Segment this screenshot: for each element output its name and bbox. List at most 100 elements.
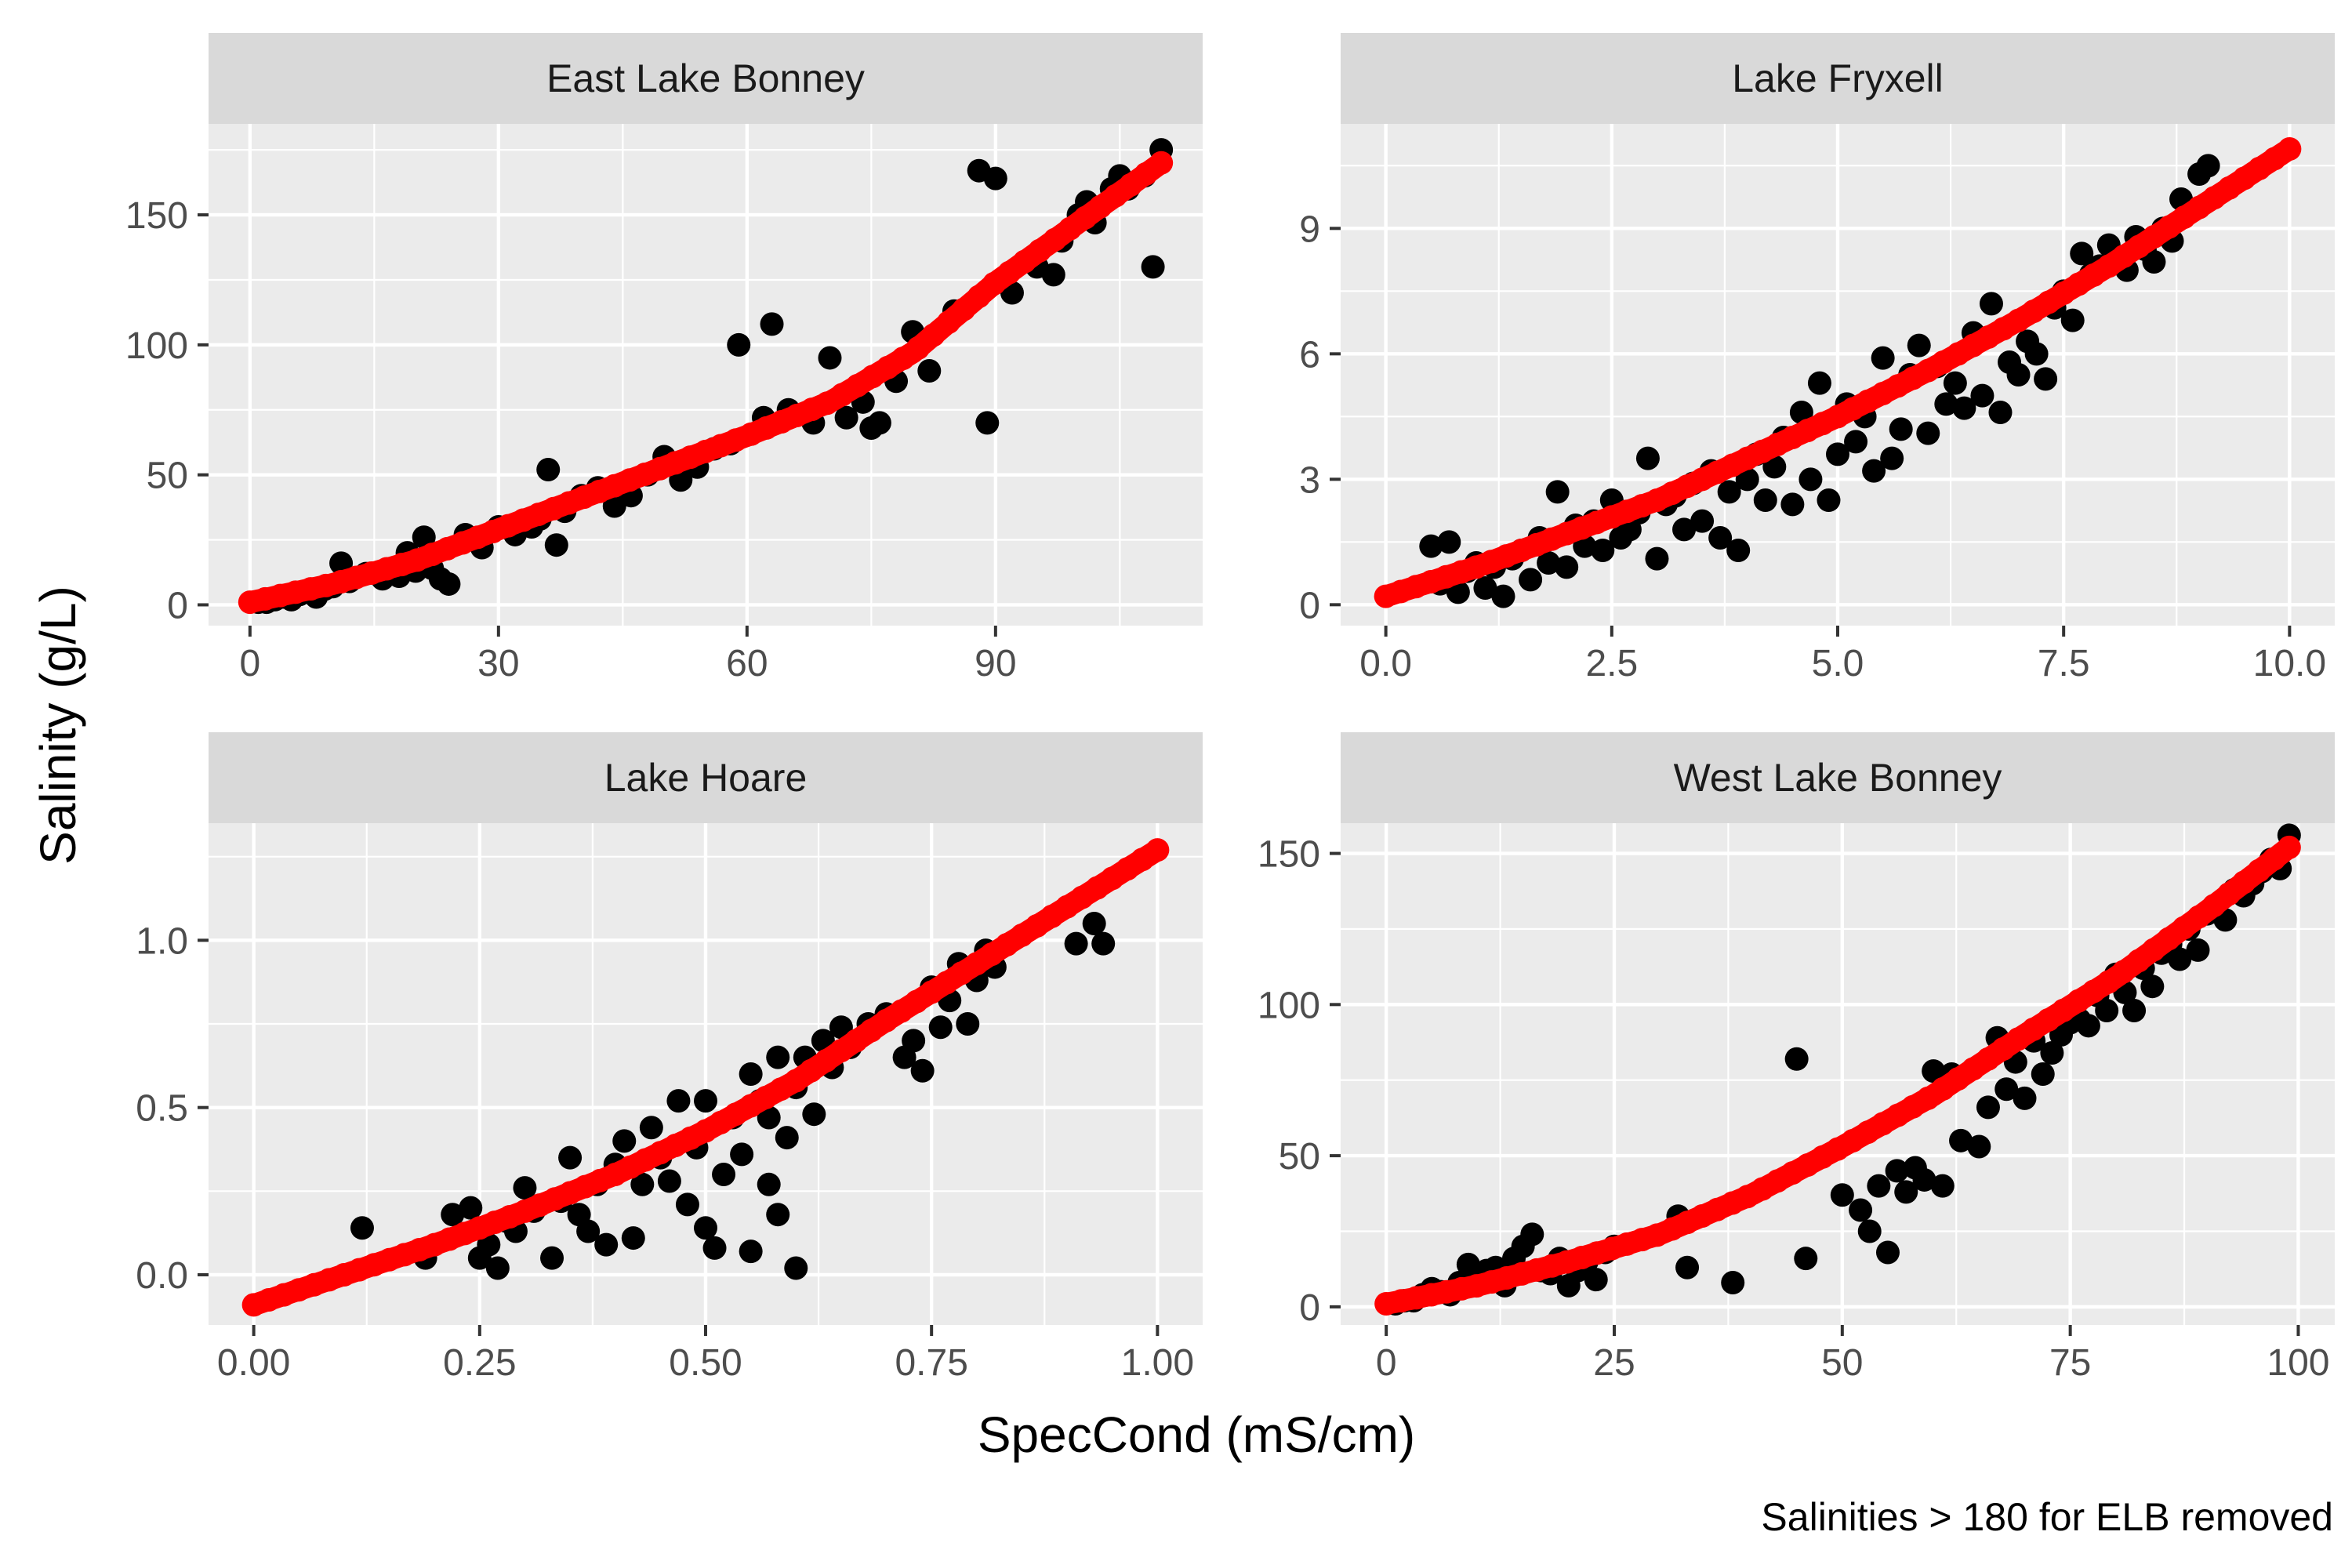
x-axis-title: SpecCond (mS/cm) (978, 1406, 1415, 1463)
y-tick-label: 150 (125, 195, 188, 237)
observation-point (2040, 1041, 2064, 1065)
observation-point (544, 533, 568, 557)
fit-point (2278, 137, 2302, 161)
observation-point (1437, 530, 1461, 554)
x-tick-label: 25 (1593, 1342, 1635, 1384)
x-tick-label: 0 (1376, 1342, 1397, 1384)
observation-point (1491, 584, 1515, 608)
x-tick-label: 75 (2049, 1342, 2091, 1384)
x-axis: 0 25 50 75 100 (1376, 1325, 2330, 1384)
observation-point (739, 1062, 763, 1086)
fit-curve (238, 151, 1174, 615)
observation-point (766, 1203, 790, 1227)
observation-point (459, 1196, 483, 1220)
observation-point (757, 1105, 781, 1130)
observation-point (485, 1256, 510, 1280)
observation-point (1064, 931, 1088, 956)
y-axis: 0 50 100 150 (1258, 834, 1341, 1329)
observation-point (818, 346, 842, 370)
observation-point (784, 1256, 808, 1280)
y-tick-label: 9 (1299, 209, 1320, 250)
observation-point (1807, 371, 1831, 395)
observation-point (802, 1102, 826, 1127)
observation-point (1849, 1198, 1873, 1222)
observation-point (1894, 1180, 1918, 1204)
y-axis: 0 3 6 9 (1299, 209, 1341, 626)
observation-point (536, 458, 561, 482)
observation-point (1889, 417, 1913, 441)
observation-point (1952, 396, 1976, 420)
strip-label: East Lake Bonney (546, 56, 865, 100)
observation-point (1979, 292, 2003, 316)
panel-background (1341, 823, 2335, 1325)
observation-point (1934, 392, 1958, 416)
y-tick-label: 0 (1299, 585, 1320, 626)
observation-point (2024, 342, 2049, 366)
fit-curve (1374, 835, 2301, 1316)
observation-point (1690, 509, 1715, 533)
y-axis: 0 50 100 150 (125, 195, 209, 626)
observation-point (730, 1142, 754, 1167)
observation-point (1735, 467, 1759, 492)
observation-point (1907, 333, 1931, 358)
strip-label: West Lake Bonney (1674, 756, 2002, 800)
x-axis: 0 30 60 90 (239, 626, 1017, 684)
observation-point (1635, 446, 1660, 470)
x-tick-label: 0.25 (443, 1342, 516, 1384)
facet-east-lake-bonney: East Lake Bonney 0 30 60 90 0 50 100 150 (125, 33, 1203, 684)
observation-point (1967, 1134, 1991, 1159)
observation-point (350, 1216, 374, 1240)
observation-point (666, 1089, 691, 1113)
observation-point (1708, 526, 1733, 550)
observation-point (621, 1226, 645, 1250)
panel-background (209, 124, 1203, 626)
grid-lines (1341, 823, 2335, 1325)
facet-lake-fryxell: Lake Fryxell 0.0 2.5 5.0 7.5 10.0 0 3 6 9 (1299, 33, 2335, 684)
observation-point (1717, 480, 1741, 504)
observation-point (1880, 446, 1904, 470)
observation-point (1545, 480, 1570, 504)
observation-point (1721, 1271, 1745, 1295)
observation-point (702, 1236, 727, 1260)
x-tick-label: 0.50 (669, 1342, 742, 1384)
strip-background (209, 732, 1203, 823)
y-axis-title: Salinity (g/L) (30, 586, 86, 865)
observation-point (739, 1240, 763, 1264)
observation-point (1520, 1222, 1544, 1247)
strip-background (209, 33, 1203, 124)
observation-point (1726, 539, 1751, 562)
x-axis: 0.00 0.25 0.50 0.75 1.00 (217, 1325, 1194, 1384)
observation-point (1555, 555, 1579, 579)
observation-point (2142, 250, 2166, 274)
observation-point (694, 1089, 717, 1113)
observation-point (558, 1145, 583, 1170)
observation-point (975, 411, 1000, 435)
observation-point (1817, 488, 1841, 512)
x-tick-label: 90 (975, 643, 1016, 684)
observation-point (928, 1015, 953, 1040)
observation-point (694, 1216, 717, 1240)
facet-west-lake-bonney: West Lake Bonney 0 25 50 75 100 0 50 100 150 (1258, 732, 2335, 1384)
strip-background (1341, 33, 2335, 124)
observation-point (1519, 568, 1543, 592)
observation-point (1041, 263, 1065, 287)
observation-point (1645, 546, 1669, 571)
observation-point (2168, 947, 2192, 971)
observation-point (727, 332, 751, 357)
observation-point (1537, 551, 1561, 575)
observation-point (2076, 1014, 2100, 1038)
observation-point (1857, 1219, 1882, 1243)
observation-point (2013, 1086, 2037, 1110)
observation-point (1789, 401, 1813, 424)
observation-point (902, 1029, 926, 1053)
observation-point (1780, 492, 1805, 517)
fit-point (2277, 835, 2301, 859)
observation-point (1844, 430, 1868, 454)
observation-point (1141, 255, 1165, 279)
x-tick-label: 100 (2267, 1342, 2329, 1384)
observation-point (2031, 1062, 2055, 1086)
observation-point (1473, 576, 1497, 600)
observation-point (1988, 401, 2013, 424)
y-tick-label: 50 (147, 456, 188, 497)
